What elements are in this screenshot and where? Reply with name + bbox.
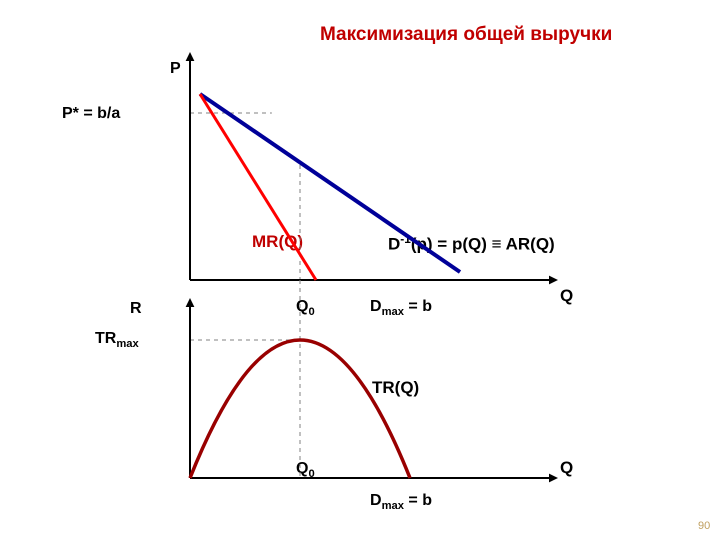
- diagram-svg: [0, 0, 720, 540]
